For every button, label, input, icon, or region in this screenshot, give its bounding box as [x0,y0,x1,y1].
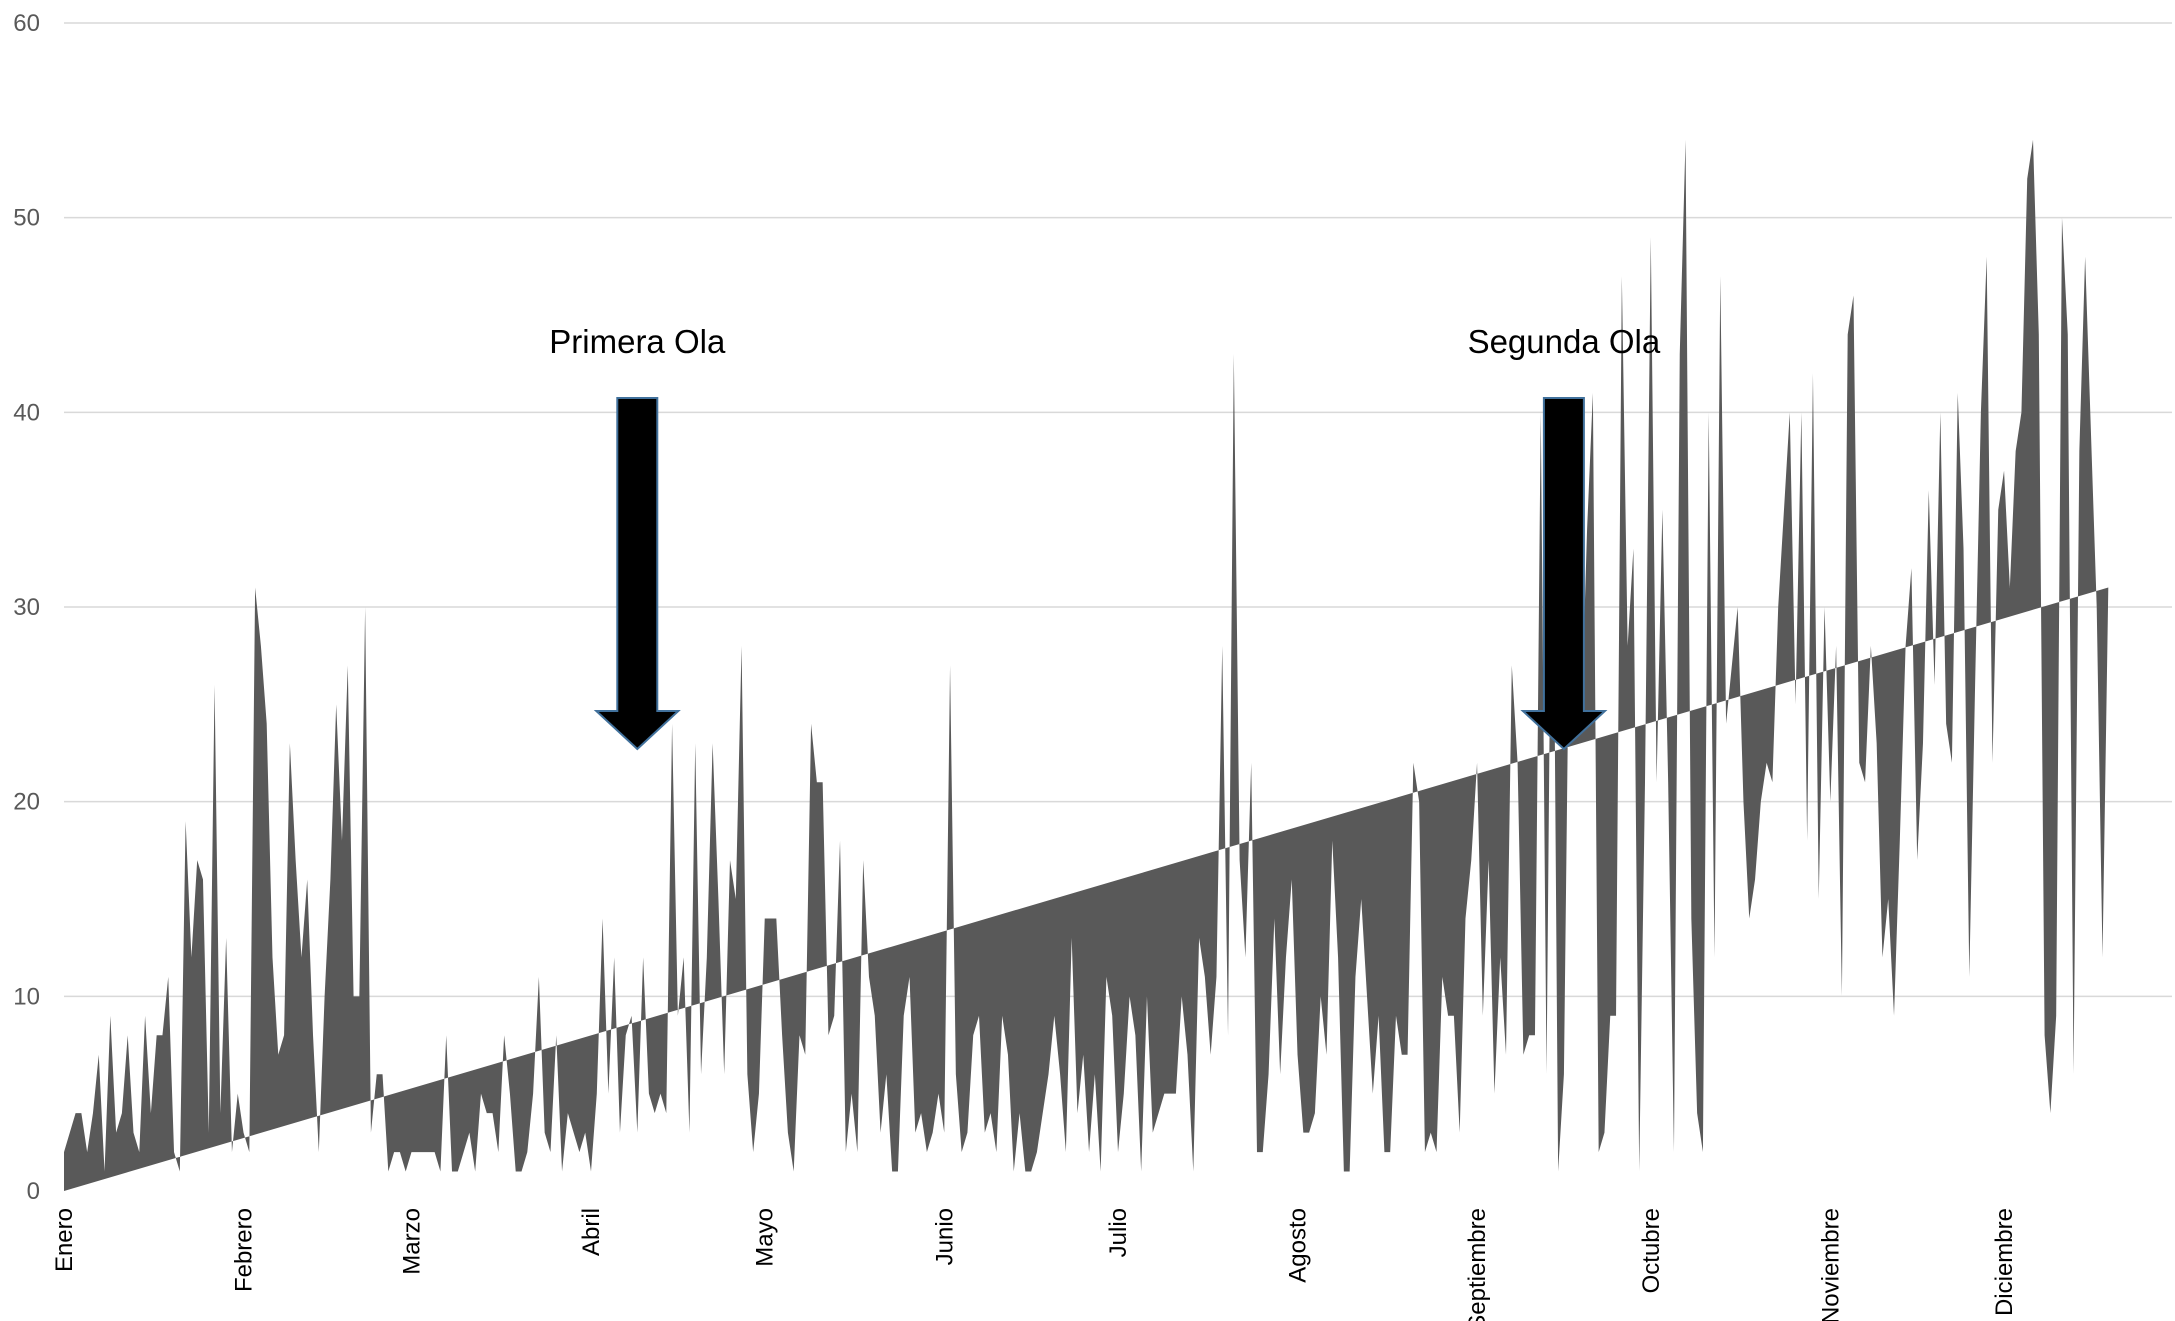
x-tick-label: Diciembre [1991,1208,2018,1316]
x-tick-label: Septiembre [1464,1208,1491,1321]
x-tick-label: Octubre [1638,1208,1665,1293]
wave-annotations: Primera Ola Segunda Ola [549,323,1661,751]
down-arrow-icon [1520,397,1608,751]
gridlines [64,22,2172,998]
y-tick-label: 30 [13,594,40,621]
x-tick-label: Enero [51,1208,78,1272]
x-axis-month-labels: Enero Febrero Marzo Abril Mayo Junio Julio Agos… [51,1208,2018,1321]
x-tick-label: Mayo [752,1208,779,1267]
down-arrow-icon [593,397,681,751]
y-tick-label: 0 [27,1178,40,1205]
annotation-label: Primera Ola [549,323,726,360]
y-tick-label: 20 [13,789,40,816]
y-tick-label: 60 [13,10,40,37]
y-tick-label: 50 [13,205,40,232]
annotation-label: Segunda Ola [1468,323,1661,360]
x-tick-label: Agosto [1285,1208,1312,1283]
data-area [64,139,2109,1191]
x-tick-label: Marzo [399,1208,426,1275]
x-tick-label: Febrero [231,1208,258,1292]
y-tick-label: 10 [13,983,40,1010]
x-tick-label: Noviembre [1817,1208,1844,1321]
y-tick-label: 40 [13,399,40,426]
x-tick-label: Julio [1105,1208,1132,1257]
y-axis-ticks: 0 10 20 30 40 50 60 [13,10,40,1205]
x-tick-label: Junio [931,1208,958,1265]
x-tick-label: Abril [578,1208,605,1256]
